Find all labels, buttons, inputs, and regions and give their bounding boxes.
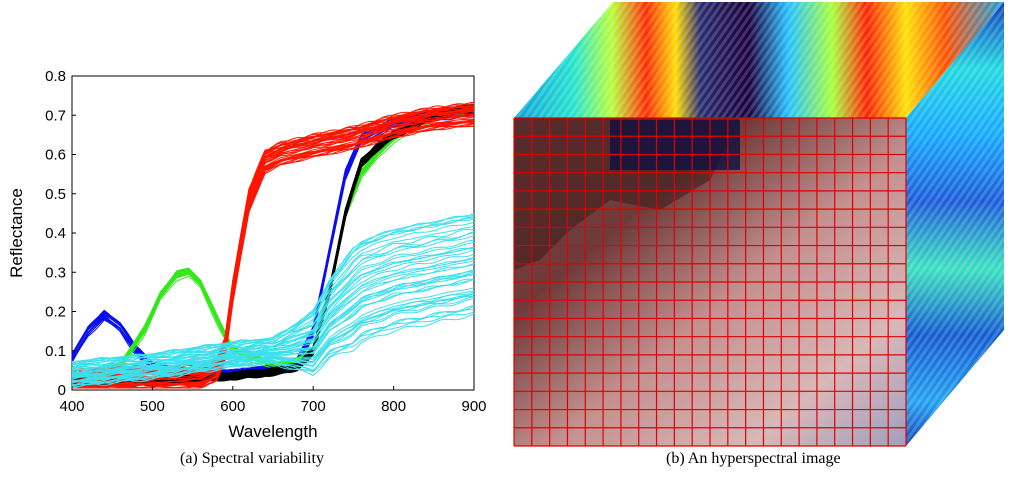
y-tick-label: 0.3 [45, 264, 66, 281]
hyperspectral-cube [513, 2, 1004, 447]
series-4-line-18 [71, 214, 475, 363]
series-4-line-42 [71, 249, 475, 372]
y-tick-label: 0.8 [45, 68, 66, 85]
series-4-line-39 [71, 293, 475, 384]
series-4-line-15 [71, 296, 475, 384]
y-tick-label: 0 [58, 382, 66, 399]
y-tick-label: 0.5 [45, 186, 66, 203]
y-tick-label: 0.2 [45, 304, 66, 321]
y-tick-label: 0.6 [45, 147, 66, 164]
y-tick-label: 0.4 [45, 225, 66, 242]
series-4-line-41 [71, 221, 475, 365]
cube-side-texture [906, 2, 1004, 446]
y-ticks: 0 0.1 0.2 0.3 0.4 0.5 0.6 0.7 0.8 [45, 68, 76, 399]
series-4-line-36 [71, 278, 475, 380]
series-4-line-44 [71, 225, 475, 366]
series-3-line-32 [71, 119, 475, 389]
x-tick-label: 600 [220, 398, 245, 415]
series-4-line-20 [71, 313, 475, 389]
y-tick-label: 0.7 [45, 107, 66, 124]
series-4-line-22 [71, 291, 475, 383]
caption-a: (a) Spectral variability [180, 450, 324, 467]
cube-front-water [610, 120, 740, 170]
x-tick-label: 900 [461, 398, 486, 415]
x-tick-label: 500 [140, 398, 165, 415]
spectral-variability-chart: 400 500 600 700 800 900 0 0.1 0.2 0.3 0.4 0.5 0.6 0.… [7, 68, 487, 441]
series-4-line-28 [71, 264, 475, 375]
caption-b: (b) An hyperspectral image [666, 450, 841, 467]
series-4-line-43 [71, 260, 475, 374]
y-axis-label: Reflectance [7, 188, 26, 278]
x-tick-label: 800 [381, 398, 406, 415]
x-tick-label: 400 [59, 398, 84, 415]
series-4-line-38 [71, 217, 475, 363]
x-axis-label: Wavelength [228, 422, 317, 441]
x-tick-label: 700 [301, 398, 326, 415]
y-tick-label: 0.1 [45, 343, 66, 360]
series-4-line-34 [71, 218, 475, 364]
chart-lines [71, 101, 475, 389]
series-4-line-33 [71, 270, 475, 377]
series-3-line-34 [72, 125, 475, 389]
series-4-line-40 [71, 232, 475, 368]
pixel-grid-overlay [513, 117, 907, 447]
series-4-line-37 [71, 242, 475, 370]
series-3-line-31 [72, 121, 475, 389]
cube-top-texture [514, 2, 1004, 118]
x-ticks: 400 500 600 700 800 900 [59, 386, 487, 415]
